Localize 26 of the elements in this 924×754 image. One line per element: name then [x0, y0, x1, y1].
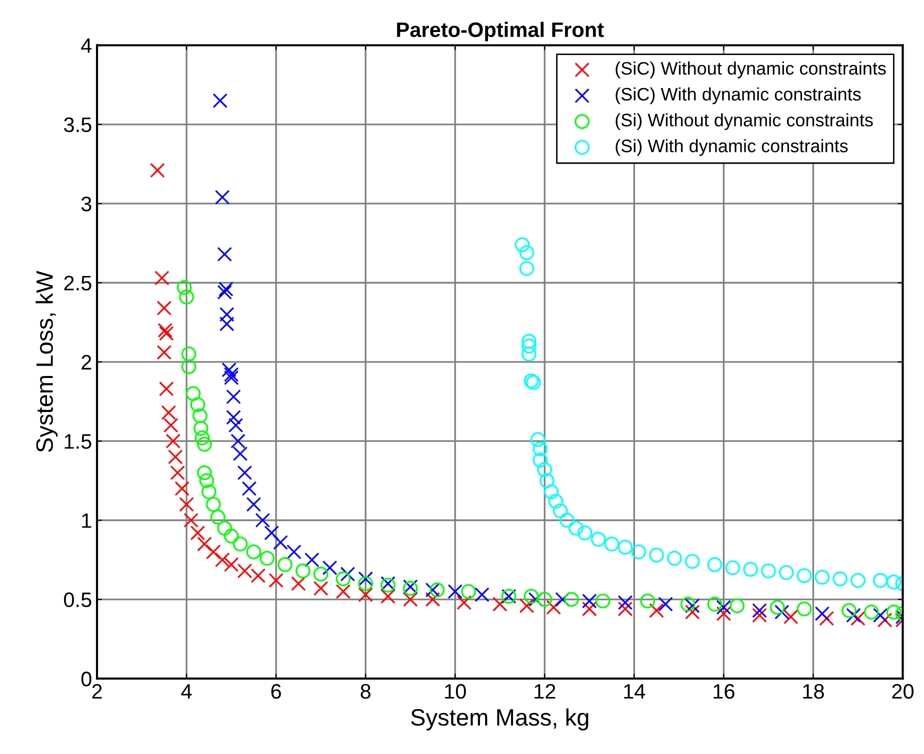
- y-tick-label: 0: [81, 672, 92, 686]
- x-tick-label: 10: [445, 684, 466, 699]
- y-tick-label: 0.5: [64, 592, 92, 608]
- legend-label: (SiC) Without dynamic constraints: [616, 61, 886, 78]
- legend-label: (Si) With dynamic constraints: [616, 139, 848, 156]
- y-tick-label: 2.5: [64, 276, 92, 291]
- y-tick-label: 3.5: [64, 117, 92, 132]
- x-tick-label: 18: [803, 684, 824, 699]
- legend-label: (SiC) With dynamic constraints: [616, 87, 861, 104]
- x-tick-label: 14: [624, 684, 646, 699]
- chart-title: Pareto-Optimal Front: [397, 22, 604, 42]
- x-axis-title: System Mass, kg: [411, 708, 588, 730]
- x-tick-label: 16: [714, 684, 734, 699]
- y-axis-title: System Loss, kW: [36, 270, 58, 452]
- x-tick-label: 2: [92, 684, 102, 699]
- x-tick-label: 4: [181, 684, 192, 699]
- y-tick-label: 3: [81, 196, 92, 212]
- x-tick-label: 20: [892, 684, 914, 699]
- y-tick-label: 1.5: [64, 434, 92, 449]
- y-tick-label: 4: [81, 38, 92, 53]
- legend-label: (Si) Without dynamic constraints: [616, 113, 873, 130]
- x-tick-label: 6: [271, 684, 281, 699]
- y-tick-label: 2: [82, 354, 92, 370]
- x-tick-label: 12: [534, 684, 556, 699]
- x-tick-label: 8: [360, 684, 370, 699]
- y-tick-label: 1: [82, 513, 92, 528]
